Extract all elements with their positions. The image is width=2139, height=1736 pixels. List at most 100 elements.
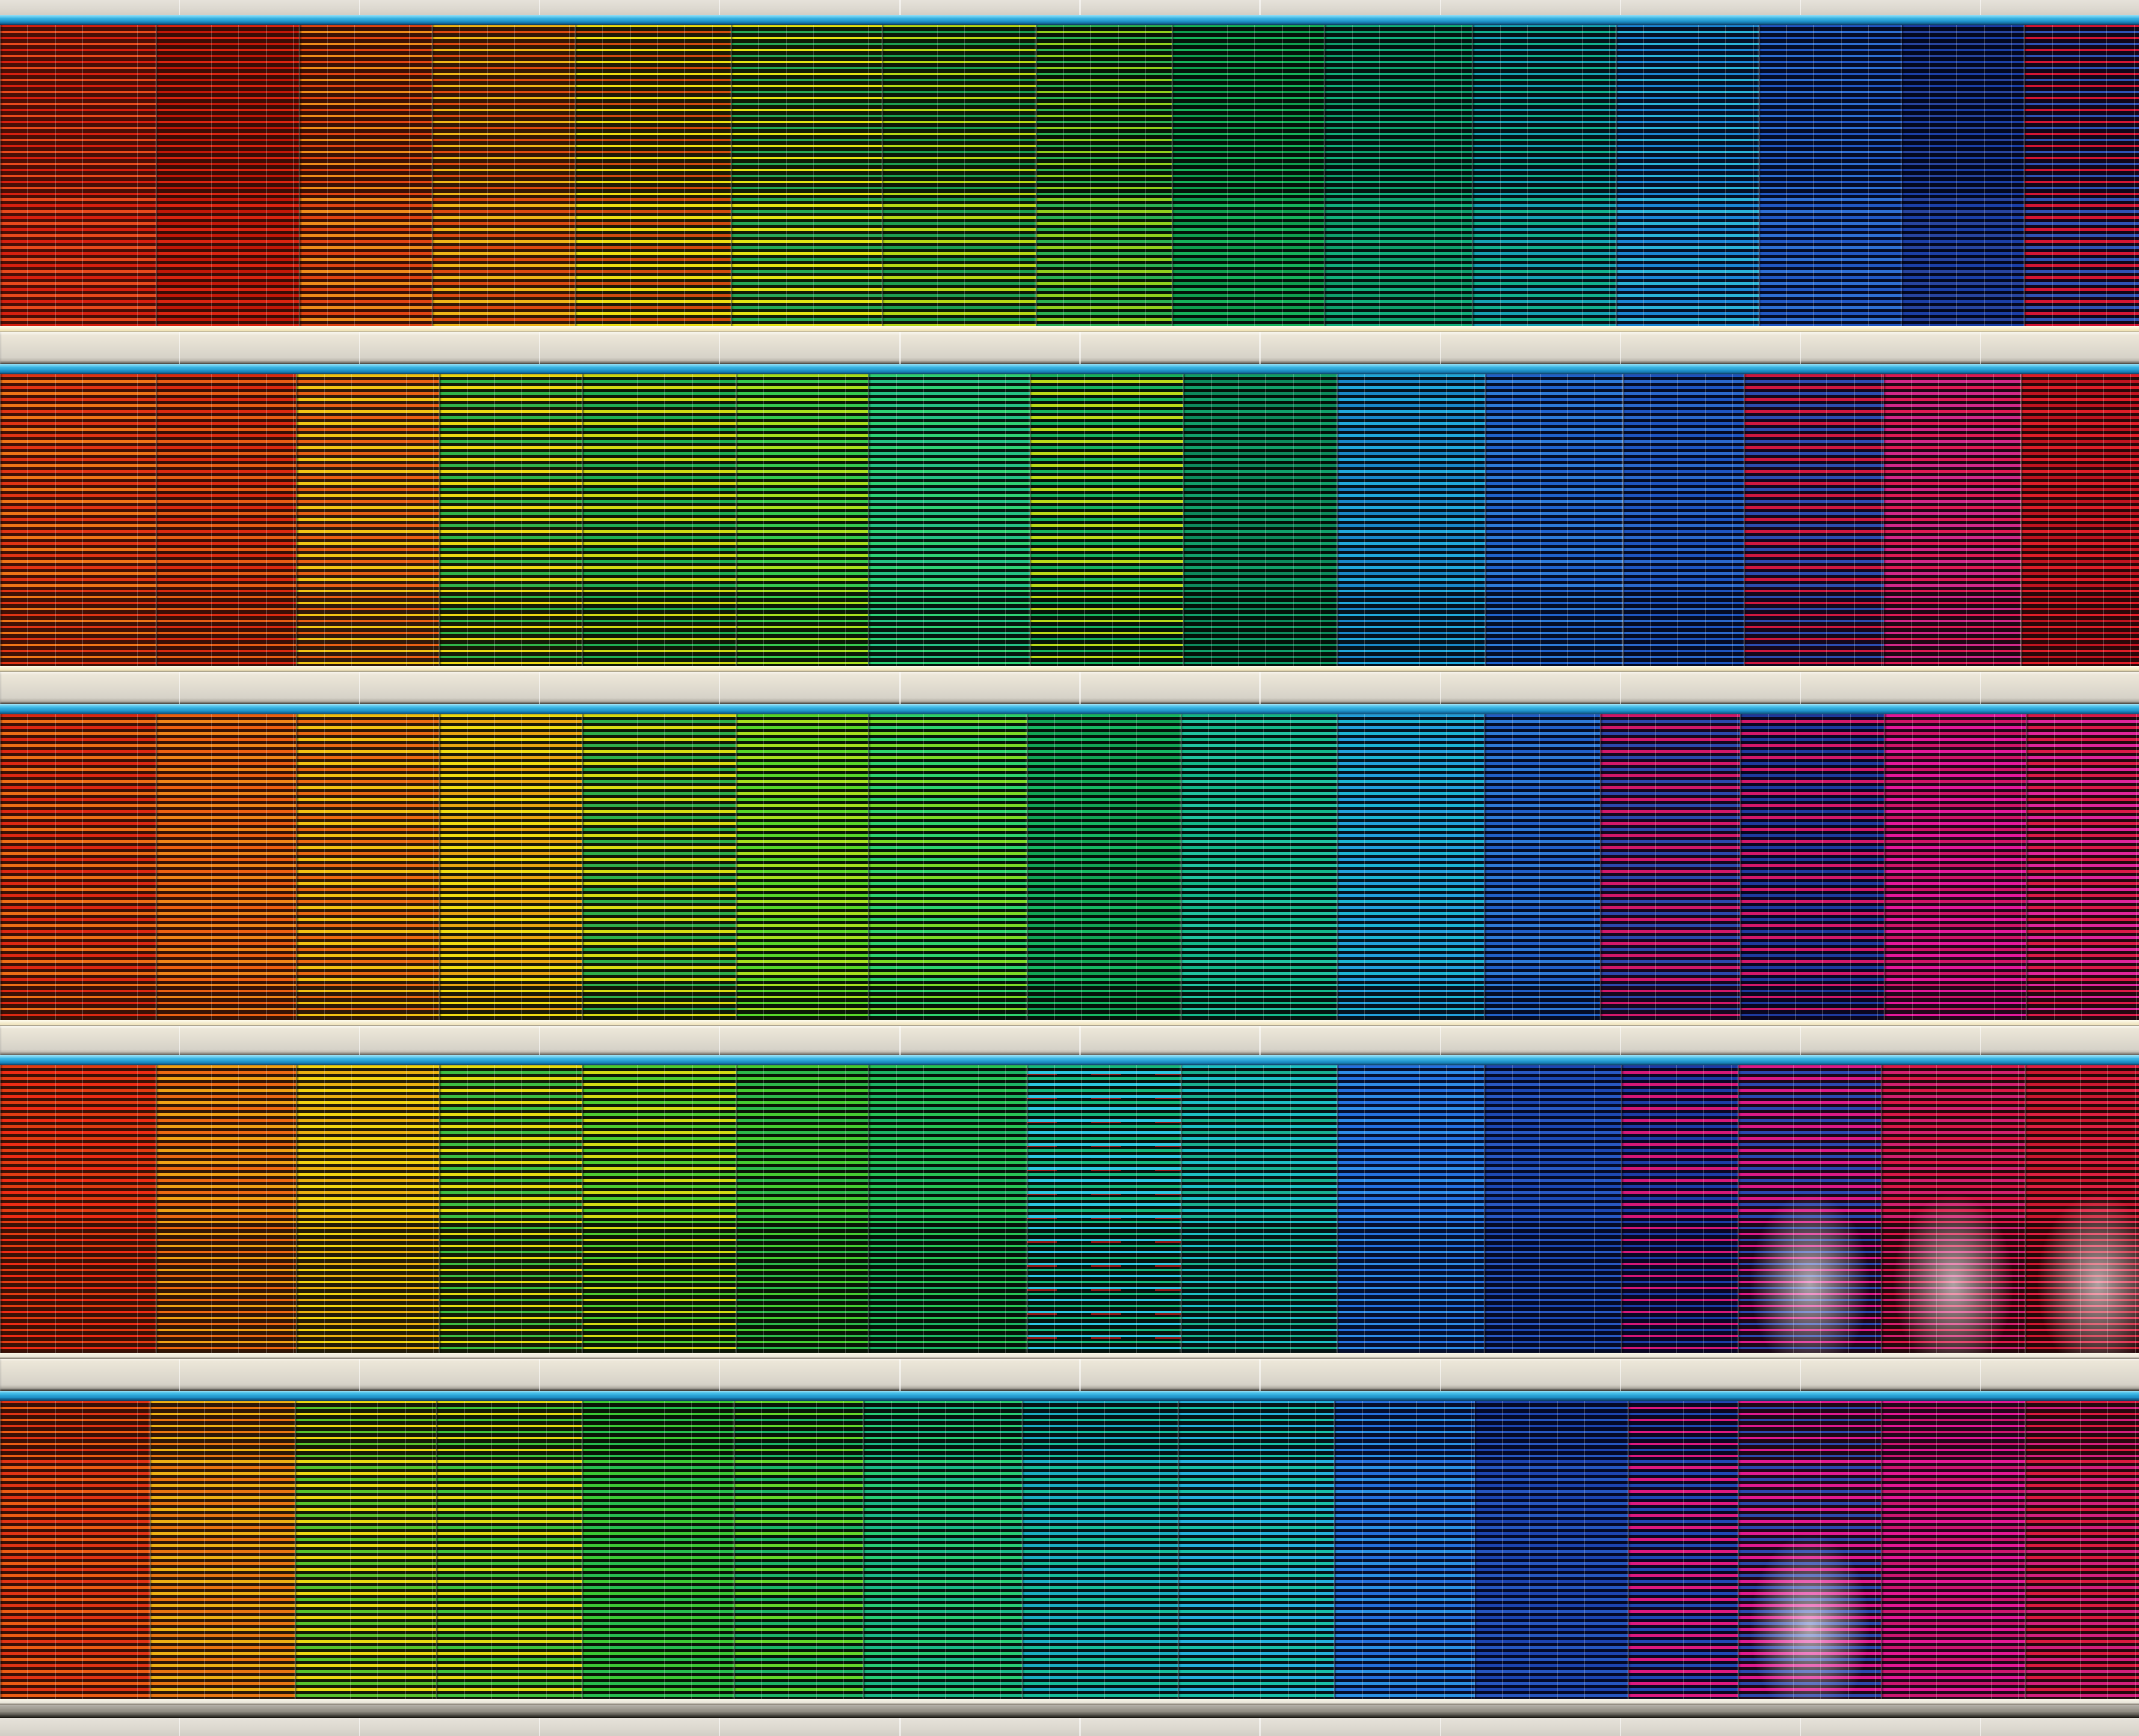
louver-panel-3-2 xyxy=(156,714,296,1020)
band-4-louvers xyxy=(0,1065,2139,1353)
louver-panel-5-14 xyxy=(1881,1401,2025,1699)
sunlight-glare xyxy=(1881,1065,2025,1353)
louver-panel-4-15 xyxy=(2025,1065,2139,1353)
blind-strings xyxy=(0,374,156,666)
louver-panel-2-8 xyxy=(1030,374,1183,666)
blind-strings xyxy=(1616,25,1759,326)
blind-strings xyxy=(1172,25,1324,326)
band-3-bottom-edge xyxy=(0,1020,2139,1026)
louver-panel-1-5 xyxy=(575,25,731,326)
wall-tile-seams xyxy=(0,0,2139,15)
blind-strings xyxy=(299,25,432,326)
blind-strings xyxy=(1484,714,1600,1020)
louver-panel-2-7 xyxy=(868,374,1030,666)
blind-strings xyxy=(1902,25,2024,326)
louver-panel-3-15 xyxy=(2026,714,2139,1020)
wall-tile-seams xyxy=(0,672,2139,704)
louver-panel-1-4 xyxy=(432,25,575,326)
blind-strings xyxy=(1881,1065,2025,1353)
blind-strings xyxy=(882,25,1036,326)
louver-panel-5-5 xyxy=(582,1401,734,1699)
louver-panel-2-14 xyxy=(1883,374,2021,666)
louver-panel-5-6 xyxy=(734,1401,863,1699)
louver-panel-2-5 xyxy=(582,374,736,666)
blind-strings xyxy=(582,374,736,666)
blind-strings xyxy=(582,1065,736,1353)
blind-strings xyxy=(1183,374,1337,666)
band-5-top-rail xyxy=(0,1391,2139,1401)
floor-divider-3 xyxy=(0,1026,2139,1055)
blind-strings xyxy=(736,374,868,666)
sunlight-glare xyxy=(1738,1065,1881,1353)
louver-panel-5-15 xyxy=(2025,1401,2139,1699)
blind-strings xyxy=(156,25,299,326)
wall-strip-top xyxy=(0,0,2139,15)
blind-strings xyxy=(1027,714,1181,1020)
blind-strings xyxy=(1738,1065,1881,1353)
blind-strings xyxy=(439,374,582,666)
blind-strings xyxy=(863,1401,1022,1699)
blind-strings xyxy=(439,714,582,1020)
louver-panel-1-14 xyxy=(1902,25,2024,326)
louver-panel-4-8 xyxy=(1027,1065,1181,1353)
wall-tile-seams xyxy=(0,1026,2139,1055)
band-3-top-rail xyxy=(0,704,2139,714)
blind-strings xyxy=(731,25,882,326)
blind-strings xyxy=(1623,374,1744,666)
blind-strings xyxy=(1484,1065,1621,1353)
louver-panel-1-8 xyxy=(1036,25,1172,326)
louver-panel-5-10 xyxy=(1334,1401,1475,1699)
louver-panel-3-8 xyxy=(1027,714,1181,1020)
blind-strings xyxy=(436,1401,582,1699)
louver-panel-2-12 xyxy=(1623,374,1744,666)
band-2-louvers xyxy=(0,374,2139,666)
wall-strip-bottom xyxy=(0,1718,2139,1736)
louver-panel-4-10 xyxy=(1337,1065,1484,1353)
blind-strings xyxy=(736,1065,868,1353)
louver-panel-1-1 xyxy=(0,25,156,326)
blind-strings xyxy=(2025,1065,2139,1353)
blind-strings xyxy=(1475,1401,1628,1699)
blind-strings xyxy=(734,1401,863,1699)
louver-panel-5-12 xyxy=(1628,1401,1738,1699)
blind-strings xyxy=(296,374,439,666)
band-5-bottom-edge xyxy=(0,1699,2139,1705)
louver-panel-3-9 xyxy=(1181,714,1337,1020)
louver-panel-1-7 xyxy=(882,25,1036,326)
blind-strings xyxy=(296,714,439,1020)
blind-strings xyxy=(432,25,575,326)
band-4-top-rail xyxy=(0,1055,2139,1065)
blind-strings xyxy=(1759,25,1902,326)
blind-strings xyxy=(1181,1065,1337,1353)
blind-strings xyxy=(150,1401,295,1699)
louver-panel-1-3 xyxy=(299,25,432,326)
blind-strings xyxy=(2024,25,2139,326)
louver-panel-2-15 xyxy=(2020,374,2139,666)
band-1-top-rail xyxy=(0,15,2139,25)
louver-panel-2-4 xyxy=(439,374,582,666)
sunlight-glare xyxy=(1738,1401,1881,1699)
louver-panel-4-13 xyxy=(1738,1065,1881,1353)
blind-strings xyxy=(0,1401,150,1699)
louver-panel-5-1 xyxy=(0,1401,150,1699)
louver-panel-3-6 xyxy=(736,714,868,1020)
blind-strings xyxy=(1337,374,1485,666)
blind-strings xyxy=(1881,1401,2025,1699)
louver-panel-4-4 xyxy=(439,1065,582,1353)
louver-panel-4-3 xyxy=(296,1065,439,1353)
louver-panel-2-13 xyxy=(1744,374,1884,666)
blind-strings xyxy=(736,714,868,1020)
blind-strings xyxy=(0,1065,156,1353)
louver-panel-3-3 xyxy=(296,714,439,1020)
louver-panel-2-11 xyxy=(1485,374,1623,666)
louver-panel-4-9 xyxy=(1181,1065,1337,1353)
blind-strings xyxy=(1334,1401,1475,1699)
band-1-louvers xyxy=(0,25,2139,326)
louver-panel-5-11 xyxy=(1475,1401,1628,1699)
blind-strings xyxy=(2025,1401,2139,1699)
louver-panel-2-9 xyxy=(1183,374,1337,666)
blind-strings xyxy=(1744,374,1884,666)
blind-strings xyxy=(2020,374,2139,666)
louver-panel-4-2 xyxy=(156,1065,296,1353)
blind-strings xyxy=(1036,25,1172,326)
